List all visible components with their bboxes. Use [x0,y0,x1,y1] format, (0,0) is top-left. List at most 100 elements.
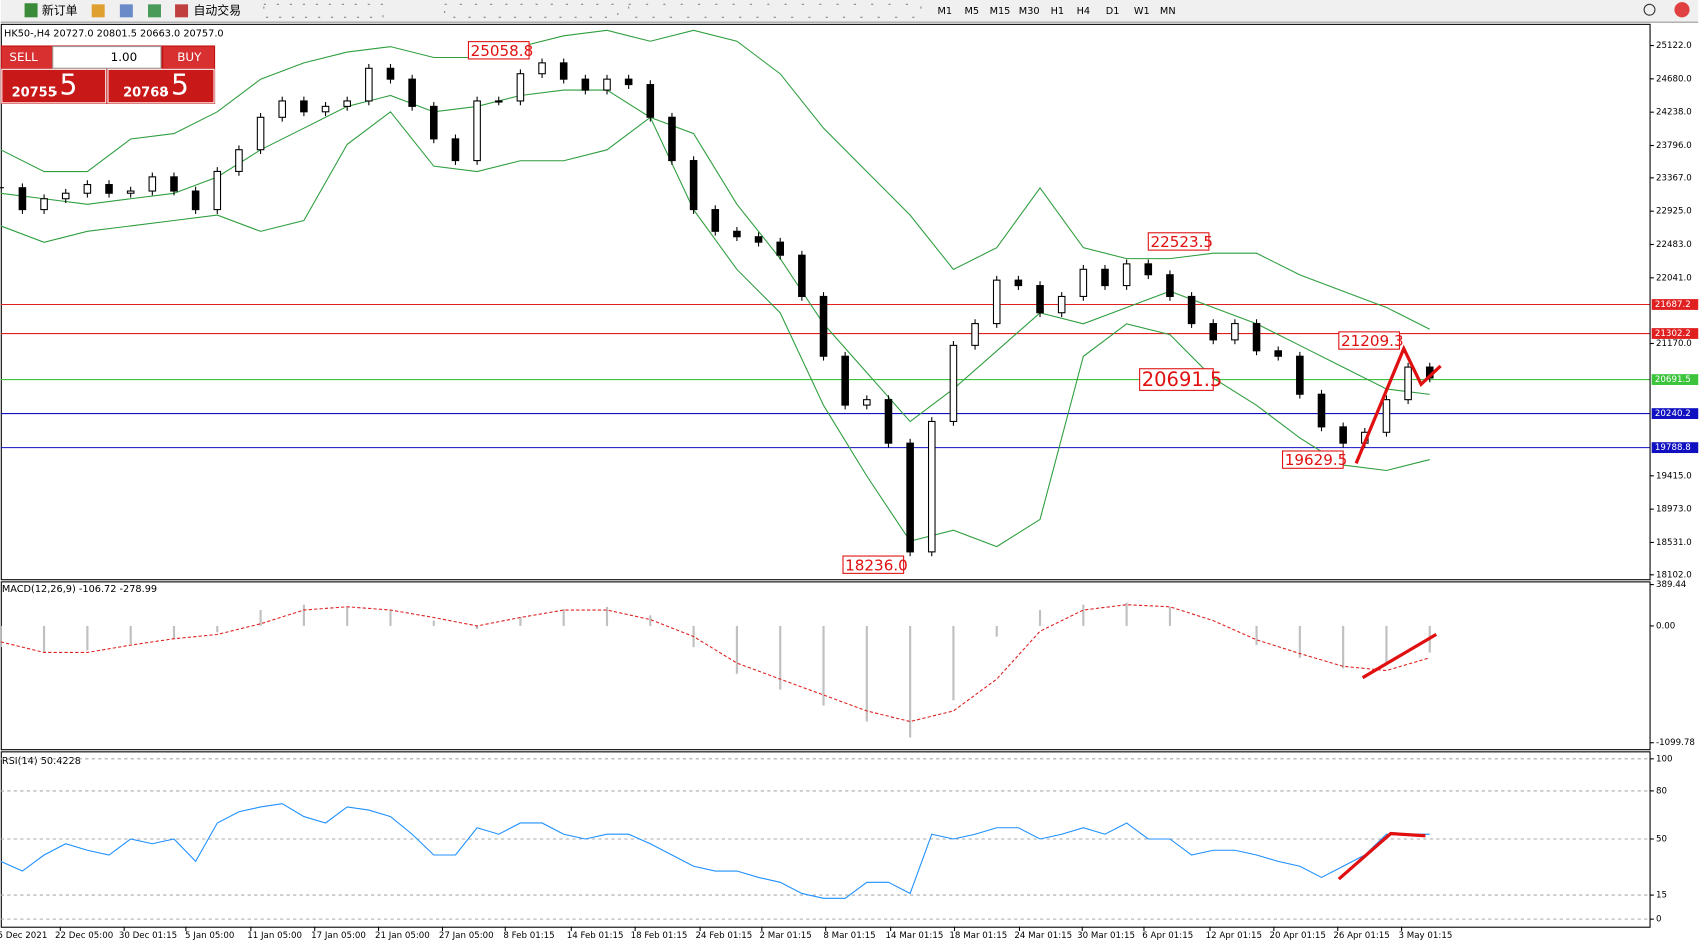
candle [581,78,590,91]
x-tick-label: 22 Dec 05:00 [55,931,113,941]
timeframe-button[interactable]: H1 [1051,6,1065,17]
sell-price-fraction[interactable]: .5 [51,69,78,102]
buy-price-box[interactable] [107,68,215,104]
candle [1296,355,1304,395]
y-tick-label: 18102.0 [1656,570,1692,580]
candle [1101,268,1109,287]
timeframe-button[interactable]: MN [1160,6,1176,17]
candle [408,78,416,107]
candle [191,190,200,211]
macd-bar [649,615,652,626]
price-annotation: 20691.5 [1142,368,1223,391]
y-tick-label: 19415.0 [1656,471,1692,481]
candle [559,62,568,80]
candle [256,116,265,151]
macd-bar [735,625,738,674]
macd-bar [86,625,89,651]
toolbar [0,0,1699,22]
candle [148,176,157,192]
price-annotation: 21209.3 [1341,332,1404,350]
price-annotation-box [1139,368,1214,391]
price-level-label: 20240.2 [1655,409,1691,419]
auto-trading-button[interactable]: 自动交易 [193,3,241,17]
rsi-arrow [1337,831,1426,881]
macd-bar [302,604,305,626]
candle [300,100,308,113]
sell-price[interactable]: 20755 [12,86,57,101]
candle [1382,399,1391,433]
y-tick-label: 0.00 [1656,621,1675,631]
price-annotation-box [1338,331,1400,350]
candle [451,138,460,162]
macd-bar [1385,625,1388,664]
timeframe-button[interactable]: M5 [965,6,980,17]
macd-bar [129,625,132,644]
candle [1036,285,1044,314]
sell-label[interactable]: SELL [9,50,38,64]
candle [61,192,70,200]
price-annotation-box [467,41,530,60]
macd-bar [779,625,782,690]
macd-bar [432,620,435,626]
y-tick-label: -1099.78 [1656,738,1695,748]
macd-bar [909,625,912,738]
buy-price-fraction[interactable]: .5 [162,69,189,102]
search-icon[interactable] [1643,3,1656,16]
y-tick-label: 0 [1656,915,1662,925]
candle [906,442,914,553]
macd-bar [1255,625,1258,646]
buy-price[interactable]: 20768 [123,86,168,101]
candle [126,190,135,194]
sell-button[interactable] [1,46,53,69]
tool-icon[interactable] [91,4,105,18]
macd-bar [216,625,219,633]
macd-bar [822,625,825,706]
macd-bar [476,625,479,630]
macd-bar [0,625,2,648]
timeframe-button[interactable]: M15 [990,6,1011,17]
new-order-button[interactable]: 新订单 [42,3,78,17]
new-order-icon[interactable] [24,3,38,18]
macd-bar [1342,625,1345,669]
auto-trading-icon[interactable] [175,4,189,18]
volume-value[interactable]: 1.00 [111,50,137,64]
x-tick-label: 20 Apr 01:15 [1269,931,1325,941]
x-tick-label: 21 Jan 05:00 [375,931,430,941]
candle [343,100,351,107]
candle [711,209,720,232]
tool-icon[interactable] [119,4,133,18]
candle [473,100,481,162]
price-level-label: 19788.8 [1655,443,1691,453]
y-tick-label: 50 [1656,834,1667,844]
y-tick-label: 24680.0 [1656,74,1692,84]
candle [1252,323,1261,352]
timeframe-button[interactable]: H4 [1077,6,1091,17]
price-level-label: 21302.2 [1655,329,1691,339]
timeframe-button[interactable]: W1 [1134,6,1150,17]
sell-price-box[interactable] [1,68,107,104]
y-tick-label: 23796.0 [1656,141,1692,151]
candle [646,84,655,118]
candle [1404,366,1412,401]
timeframe-button[interactable]: M1 [937,6,952,17]
buy-label[interactable]: BUY [177,50,202,64]
tool-icon[interactable] [147,4,161,18]
x-tick-label: 11 Jan 05:00 [247,931,302,941]
candle [754,236,763,243]
candle [430,105,438,140]
bollinger-band [0,111,1430,548]
candle [798,254,806,297]
draw-tools[interactable] [628,3,922,18]
candle [516,73,525,102]
price-level-tag [1651,374,1699,385]
candle [927,420,936,553]
notification-badge[interactable] [1674,2,1690,18]
timeframe-button[interactable]: M30 [1019,6,1040,17]
candle [971,323,979,346]
y-tick-label: 389.44 [1656,580,1687,590]
timeframe-button[interactable]: D1 [1106,6,1120,17]
buy-button[interactable] [163,46,215,69]
volume-input[interactable] [52,46,162,69]
candle [992,279,1001,325]
candle [494,100,503,103]
